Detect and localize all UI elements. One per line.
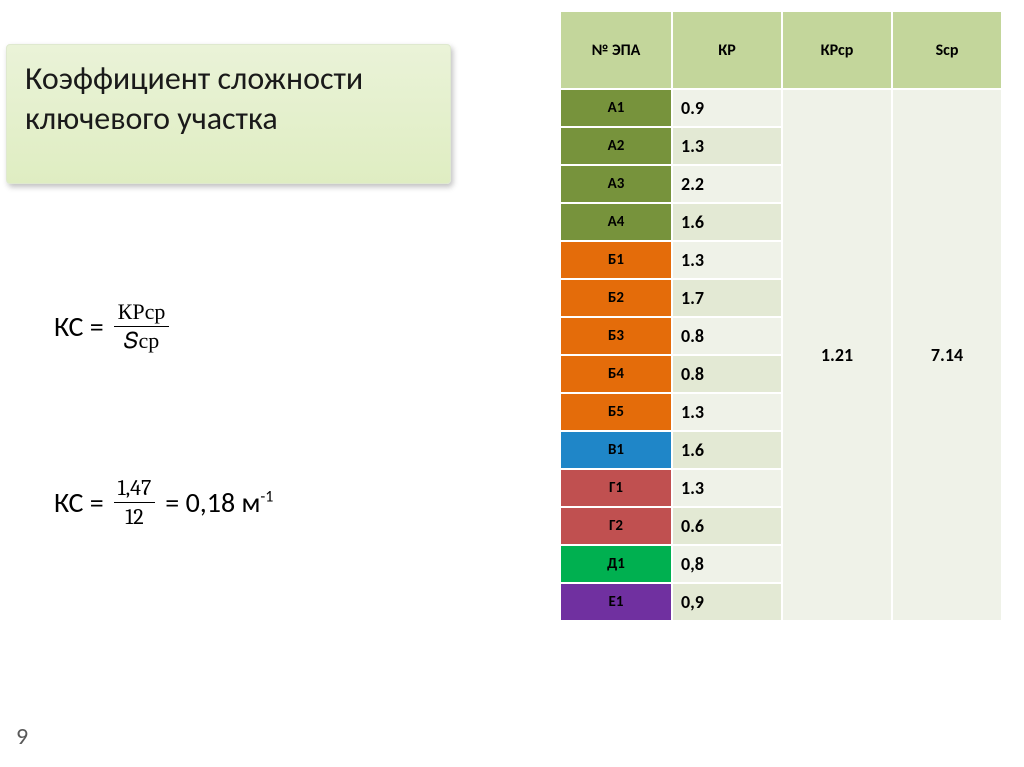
row-label: А3: [560, 165, 672, 203]
row-kr: 1.7: [672, 279, 782, 317]
table-header-row: № ЭПА КР КРср Sср: [560, 11, 1002, 89]
formula-2-equals: = 0,18 м: [165, 485, 260, 520]
row-kr: 1.3: [672, 241, 782, 279]
row-kr: 1.6: [672, 431, 782, 469]
row-label: Г1: [560, 469, 672, 507]
row-label: А1: [560, 89, 672, 127]
scp-value: 7.14: [892, 89, 1002, 621]
slide: Коэффициент сложности ключевого участка …: [0, 0, 1024, 767]
formula-1-fraction: КРср 𝑆ср: [114, 300, 170, 353]
data-table: № ЭПА КР КРср Sср А10.91.217.14А21.3А32.…: [559, 10, 1003, 622]
row-kr: 0.8: [672, 355, 782, 393]
formula-1-denominator: 𝑆ср: [120, 327, 163, 353]
formula-1: КС = КРср 𝑆ср: [54, 300, 169, 353]
row-kr: 1.6: [672, 203, 782, 241]
row-label: Б5: [560, 393, 672, 431]
formula-2: КС = 1,47 12 = 0,18 м-1: [54, 476, 273, 529]
page-number: 9: [16, 722, 28, 751]
row-label: Е1: [560, 583, 672, 621]
row-label: Б1: [560, 241, 672, 279]
formula-2-fraction: 1,47 12: [114, 476, 156, 529]
formula-1-numerator: КРср: [114, 300, 170, 327]
formula-1-lhs: КС =: [54, 309, 104, 344]
formula-2-lhs: КС =: [54, 485, 104, 520]
row-kr: 0.9: [672, 89, 782, 127]
row-label: Г2: [560, 507, 672, 545]
row-label: Б2: [560, 279, 672, 317]
row-kr: 1.3: [672, 393, 782, 431]
row-kr: 0.8: [672, 317, 782, 355]
row-kr: 1.3: [672, 469, 782, 507]
row-label: А2: [560, 127, 672, 165]
row-kr: 1.3: [672, 127, 782, 165]
row-label: Д1: [560, 545, 672, 583]
formula-2-exponent: -1: [260, 488, 273, 507]
th-kr: КР: [672, 11, 782, 89]
formula-2-result: = 0,18 м-1: [165, 485, 273, 520]
row-label: Б3: [560, 317, 672, 355]
th-krcp: КРср: [782, 11, 892, 89]
row-label: А4: [560, 203, 672, 241]
row-kr: 0.6: [672, 507, 782, 545]
th-scp: Sср: [892, 11, 1002, 89]
row-label: Б4: [560, 355, 672, 393]
slide-title: Коэффициент сложности ключевого участка: [6, 44, 451, 184]
formula-2-numerator: 1,47: [114, 476, 156, 503]
row-kr: 0,8: [672, 545, 782, 583]
th-epa: № ЭПА: [560, 11, 672, 89]
formula-2-denominator: 12: [121, 503, 147, 529]
table-body: А10.91.217.14А21.3А32.2А41.6Б11.3Б21.7Б3…: [560, 89, 1002, 621]
row-label: В1: [560, 431, 672, 469]
row-kr: 2.2: [672, 165, 782, 203]
krcp-value: 1.21: [782, 89, 892, 621]
table-row: А10.91.217.14: [560, 89, 1002, 127]
row-kr: 0,9: [672, 583, 782, 621]
